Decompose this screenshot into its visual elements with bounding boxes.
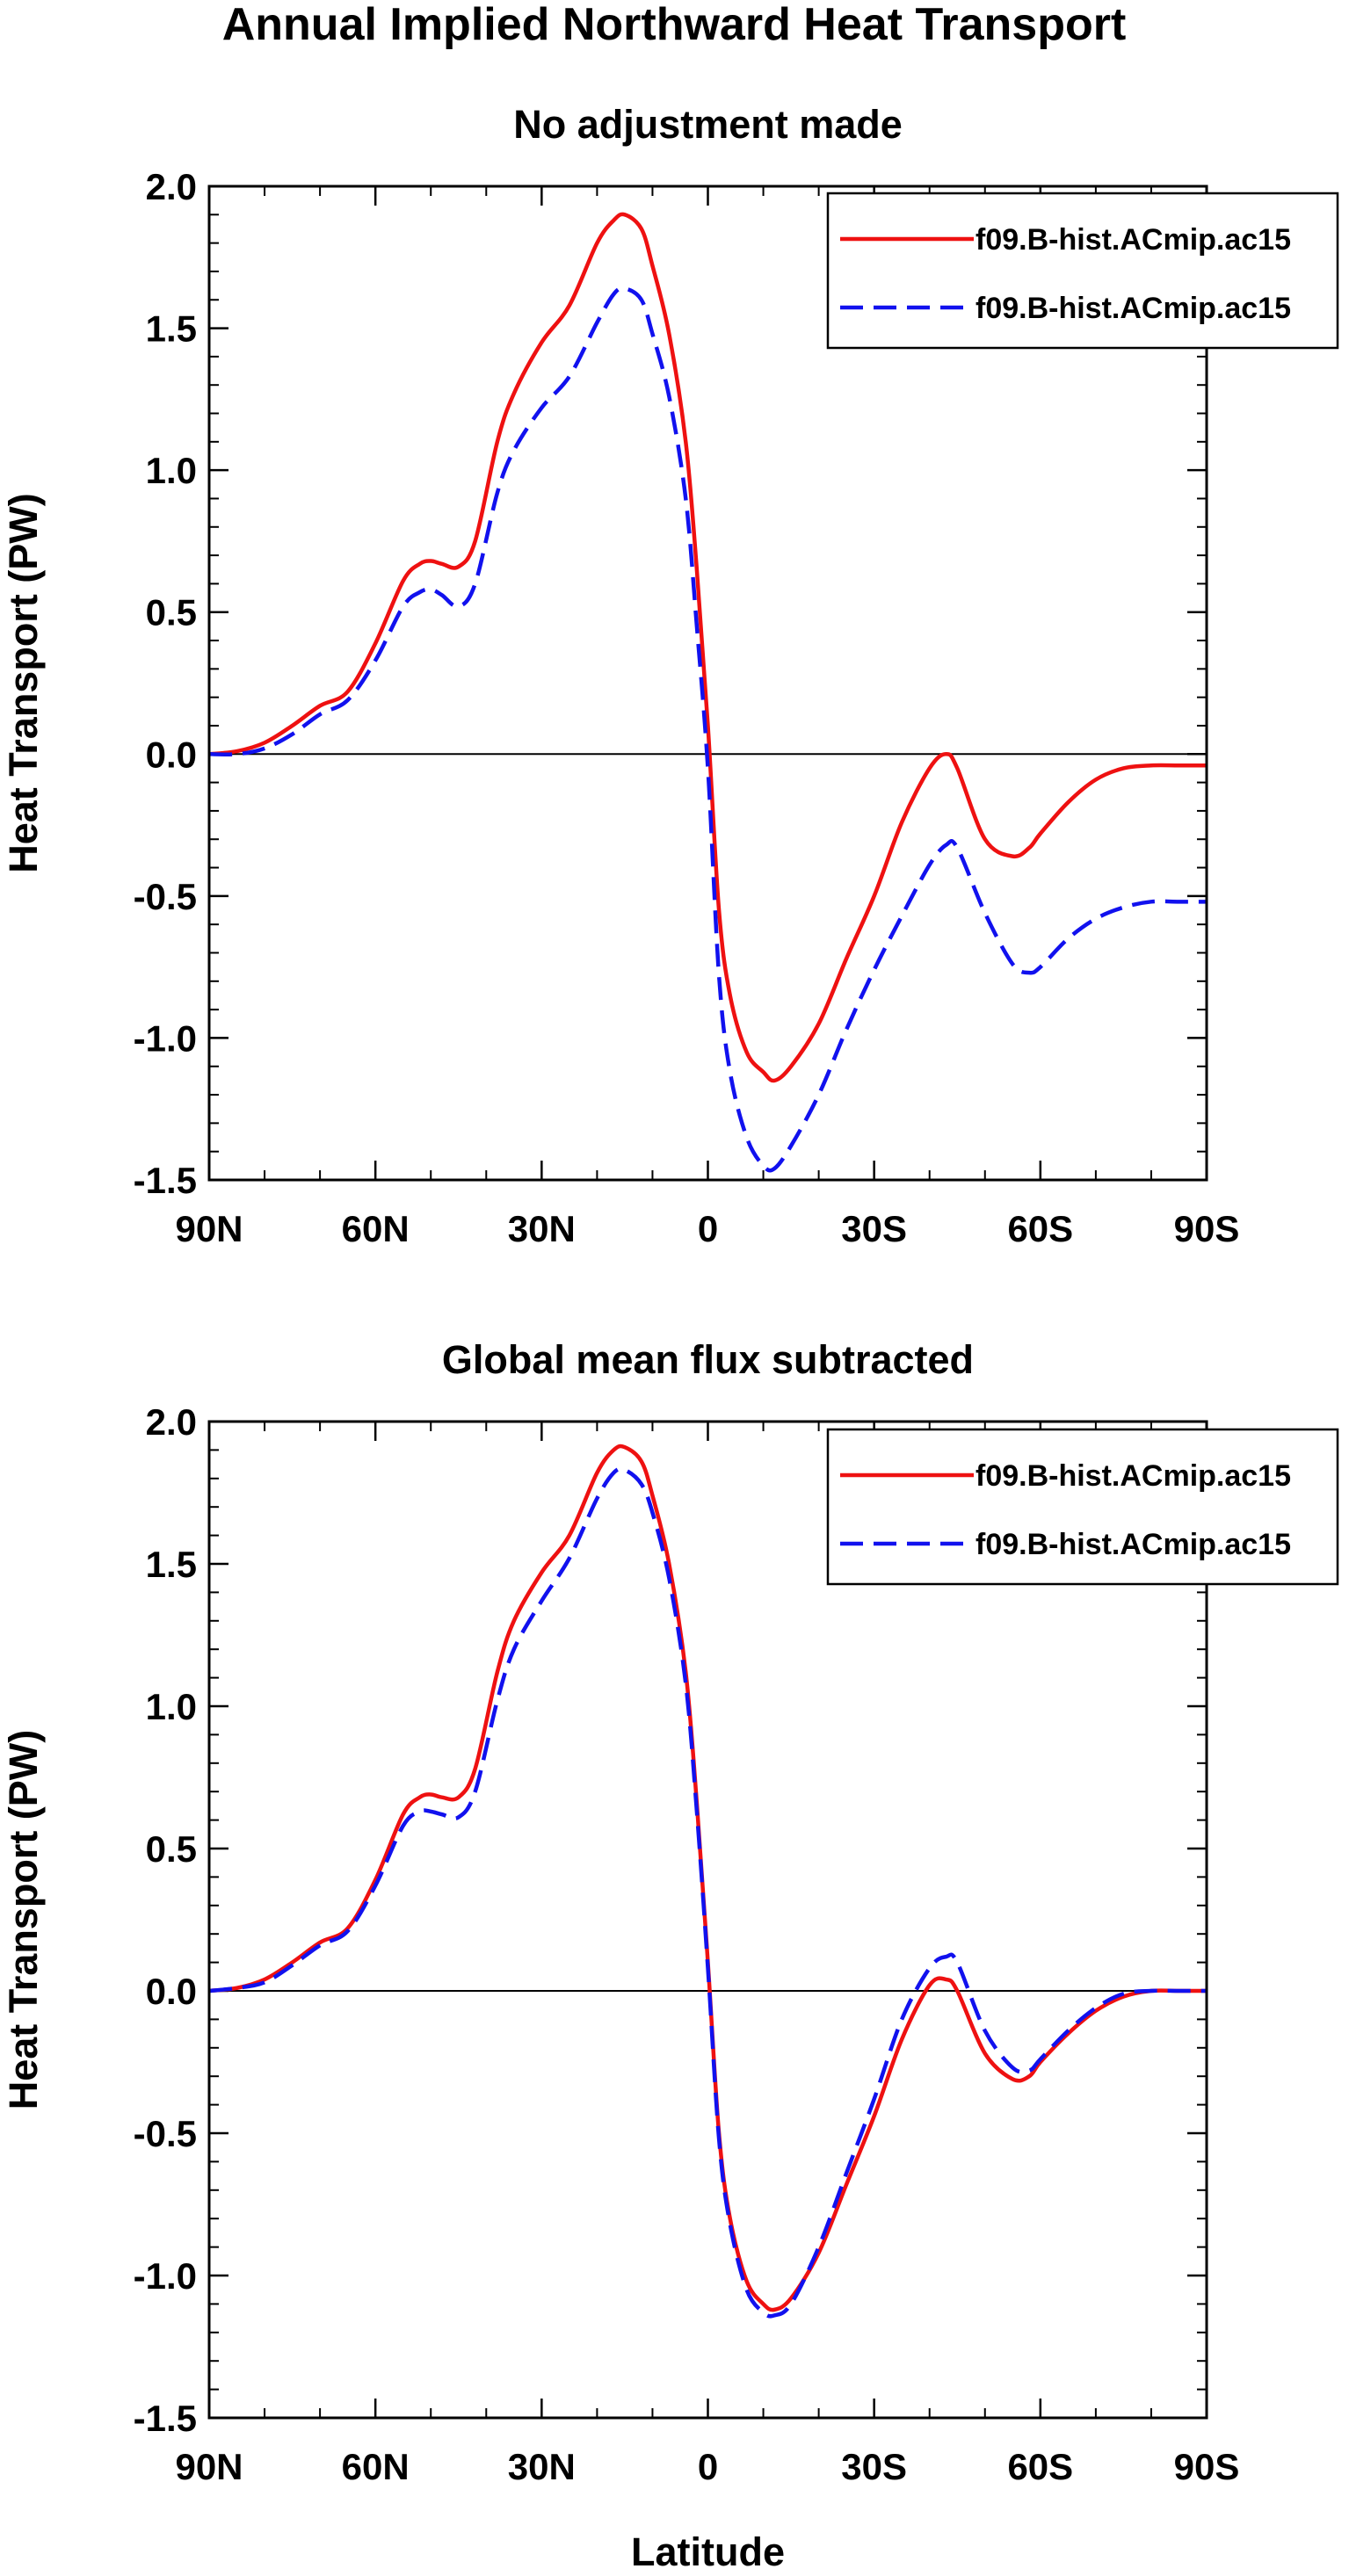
y-tick-label: 2.0: [146, 1401, 197, 1443]
y-tick-label: 0.5: [146, 1828, 197, 1870]
x-tick-label: 90N: [175, 1208, 243, 1249]
y-tick-label: -1.0: [134, 2255, 197, 2297]
x-tick-label: 0: [698, 1208, 718, 1249]
x-tick-label: 60N: [342, 1208, 410, 1249]
series-line-1: [208, 212, 1207, 1083]
legend-box: [826, 1428, 1339, 1586]
x-tick-label: 90N: [175, 2446, 243, 2487]
x-tick-label: 90S: [1174, 1208, 1240, 1249]
legend-entry-2: f09.B-hist.ACmip.ac15: [975, 292, 1291, 325]
x-tick-label: 30N: [508, 2446, 576, 2487]
x-tick-label: 60S: [1007, 1208, 1073, 1249]
y-tick-label: 0.5: [146, 592, 197, 633]
x-tick-label: 30N: [508, 1208, 576, 1249]
legend: f09.B-hist.ACmip.ac15 f09.B-hist.ACmip.ac…: [826, 1428, 1339, 1586]
panel-title: Global mean flux subtracted: [442, 1337, 974, 1382]
x-tick-label: 0: [698, 2446, 718, 2487]
y-tick-label: 2.0: [146, 166, 197, 207]
y-tick-label: 0.0: [146, 1971, 197, 2012]
x-tick-label: 30S: [841, 1208, 907, 1249]
y-tick-label: 1.0: [146, 450, 197, 491]
legend-entry-1: f09.B-hist.ACmip.ac15: [975, 223, 1291, 257]
legend-box: [826, 192, 1339, 350]
legend-entry-1: f09.B-hist.ACmip.ac15: [975, 1459, 1291, 1493]
chart-panel-2: Global mean flux subtracted -1.5 -1.0 -0.5 0…: [1, 1337, 1339, 2574]
y-tick-label: -0.5: [134, 2113, 197, 2154]
x-tick-label: 90S: [1174, 2446, 1240, 2487]
y-tick-label: 0.0: [146, 734, 197, 775]
chart-panel-1: No adjustment made -1.5 -1.0 -0.5 0.0 0.5 1.0 1…: [1, 102, 1339, 1249]
y-axis-label: Heat Transport (PW): [1, 1730, 46, 2110]
plot-frame: [207, 185, 1208, 1182]
y-tick-label: -1.5: [134, 1160, 197, 1201]
y-tick-label: 1.0: [146, 1686, 197, 1727]
plot-frame: [207, 1420, 1208, 2420]
y-tick-label: -1.0: [134, 1017, 197, 1059]
x-tick-label: 30S: [841, 2446, 907, 2487]
legend-entry-2: f09.B-hist.ACmip.ac15: [975, 1528, 1291, 1561]
y-tick-label: 1.5: [146, 1544, 197, 1585]
y-tick-label: -1.5: [134, 2398, 197, 2439]
legend: f09.B-hist.ACmip.ac15 f09.B-hist.ACmip.ac…: [826, 192, 1339, 350]
x-axis-label: Latitude: [631, 2529, 785, 2574]
x-tick-label: 60N: [342, 2446, 410, 2487]
x-tick-label: 60S: [1007, 2446, 1073, 2487]
chart-panels: No adjustment made -1.5 -1.0 -0.5 0.0 0.5 1.0 1…: [1, 102, 1339, 2574]
y-axis-label: Heat Transport (PW): [1, 493, 46, 873]
panel-title: No adjustment made: [513, 102, 903, 147]
y-tick-label: 1.5: [146, 308, 197, 350]
y-tick-label: -0.5: [134, 876, 197, 917]
figure-title: Annual Implied Northward Heat Transport: [222, 0, 1127, 50]
series-line-2: [208, 1466, 1207, 2319]
